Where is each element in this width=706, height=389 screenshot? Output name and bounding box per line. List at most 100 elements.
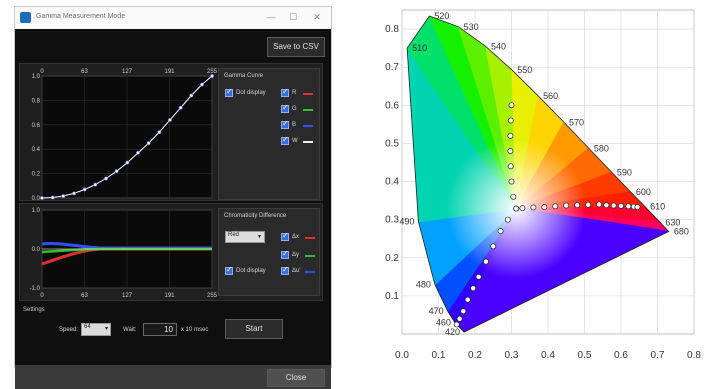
wavelength-label: 510	[412, 43, 427, 53]
speed-select[interactable]: 64 ▾	[81, 323, 111, 336]
gamma-data-point	[125, 160, 130, 165]
gamma-dot-display-checkbox[interactable]	[225, 87, 233, 97]
cie-x-tick-label: 0.4	[541, 350, 555, 361]
measurement-point	[541, 204, 548, 211]
wavelength-label: 420	[445, 327, 460, 337]
channel-r-checkbox[interactable]	[281, 87, 289, 97]
channel-g-checkbox[interactable]	[281, 103, 289, 113]
delta-u-checkbox[interactable]	[281, 265, 289, 275]
gamma-curve-group: Gamma Curve Dot display R G B W	[218, 68, 320, 200]
measurement-point	[625, 203, 632, 210]
title-bar: Gamma Measurement Mode — ☐ ✕	[15, 7, 331, 29]
measurement-point	[507, 163, 514, 170]
color-select[interactable]: Red ▾	[225, 231, 265, 243]
wavelength-label: 470	[429, 306, 444, 316]
measurement-point	[513, 205, 520, 212]
diff-x-tick-label: 63	[81, 293, 88, 299]
measurement-point	[634, 204, 641, 211]
maximize-button[interactable]: ☐	[288, 12, 298, 22]
wavelength-label: 630	[665, 218, 680, 228]
gamma-data-point	[157, 130, 162, 135]
wavelength-label: 540	[491, 42, 506, 52]
wavelength-label: 490	[399, 217, 414, 227]
gamma-data-point	[200, 82, 204, 87]
delta-x-label: Δx	[292, 234, 300, 240]
measurement-point	[464, 296, 471, 303]
diff-y-ticks: 1.0 0.0 -1.0	[30, 208, 41, 292]
save-csv-button[interactable]: Save to CSV	[267, 37, 325, 57]
diff-x-ticks: 0 63 127 191 255	[40, 293, 217, 299]
channel-w-checkbox[interactable]	[281, 135, 289, 145]
window-body: Save to CSV 0 63 127 191 255 1.0 0.8 0.6 0.4 0.2…	[15, 29, 331, 389]
app-icon	[20, 12, 31, 23]
speed-label: Speed:	[59, 327, 79, 333]
measurement-point	[507, 117, 514, 124]
cie-x-tick-label: 0.7	[651, 350, 665, 361]
cie-y-tick-label: 0.1	[385, 291, 399, 302]
close-button[interactable]: Close	[267, 369, 325, 387]
gamma-grid	[41, 75, 213, 199]
gamma-panel: 0 63 127 191 255 1.0 0.8 0.6 0.4 0.2 0.0 Gamma Cu…	[19, 63, 323, 202]
channel-g-label: G	[292, 106, 297, 112]
measurement-point	[574, 202, 581, 209]
measurement-point	[456, 315, 463, 322]
chroma-group-title: Chromaticity Difference	[224, 213, 287, 219]
minimize-button[interactable]: —	[266, 12, 276, 22]
wavelength-label: 550	[517, 65, 532, 75]
measurement-point	[508, 102, 515, 109]
wavelength-label: 590	[617, 167, 632, 177]
cie-y-tick-label: 0.6	[385, 100, 399, 111]
wait-label: Wait:	[123, 327, 137, 333]
gamma-y-tick-label: 0.8	[32, 98, 41, 104]
chroma-dot-display-checkbox[interactable]	[225, 265, 233, 275]
gamma-x-tick-label: 63	[81, 69, 88, 75]
close-window-button[interactable]: ✕	[313, 12, 321, 22]
cie-x-ticks: 0.0 0.1 0.2 0.3 0.4 0.5 0.6 0.7 0.8	[395, 350, 701, 361]
measurement-point	[552, 203, 559, 210]
channel-b-checkbox[interactable]	[281, 119, 289, 129]
channel-w-label: W	[292, 138, 298, 144]
measurement-point	[475, 273, 482, 280]
measurement-point	[460, 308, 467, 315]
window-title: Gamma Measurement Mode	[36, 13, 126, 20]
channel-g-swatch	[303, 109, 313, 111]
cie-y-tick-label: 0.2	[385, 253, 399, 264]
wavelength-label: 460	[436, 318, 451, 328]
delta-y-checkbox[interactable]	[281, 249, 289, 259]
gamma-data-point	[104, 176, 108, 181]
wait-input[interactable]: 10	[143, 323, 177, 336]
measurement-point	[507, 132, 514, 139]
measurement-point	[585, 201, 592, 208]
channel-b-swatch	[303, 125, 313, 127]
delta-x-checkbox[interactable]	[281, 231, 289, 241]
chroma-diff-group: Chromaticity Difference Red ▾ Δx Δy Dot …	[218, 208, 320, 296]
gamma-data-point	[82, 187, 87, 192]
color-select-value: Red	[228, 232, 240, 238]
gamma-x-tick-label: 255	[207, 69, 218, 75]
gamma-x-tick-label: 0	[40, 69, 44, 75]
gamma-measurement-window: Gamma Measurement Mode — ☐ ✕ Save to CSV…	[14, 6, 332, 389]
channel-r-label: R	[292, 90, 297, 96]
delta-u-swatch	[305, 271, 315, 273]
measurement-point	[482, 258, 489, 265]
cie-x-tick-label: 0.8	[687, 350, 701, 361]
diff-x-tick-label: 255	[207, 293, 218, 299]
cie-x-tick-label: 0.0	[395, 350, 409, 361]
measurement-point	[510, 193, 517, 200]
gamma-data-point	[50, 195, 55, 200]
cie-y-tick-label: 0.4	[385, 177, 399, 188]
chroma-dot-display-label: Dot display	[236, 268, 266, 274]
start-button[interactable]: Start	[225, 319, 283, 339]
diff-y-tick-label: 0.0	[32, 247, 41, 253]
delta-y-label: Δy	[292, 252, 300, 258]
gamma-data-point	[72, 191, 76, 196]
cie-x-tick-label: 0.6	[614, 350, 628, 361]
gamma-data-point	[189, 93, 194, 98]
measurement-point	[490, 243, 497, 250]
spectral-locus	[406, 15, 670, 333]
cie-x-tick-label: 0.1	[432, 350, 446, 361]
gamma-x-ticks: 0 63 127 191 255	[40, 69, 217, 75]
gamma-y-tick-label: 0.2	[32, 172, 41, 178]
measurement-point	[519, 205, 526, 212]
